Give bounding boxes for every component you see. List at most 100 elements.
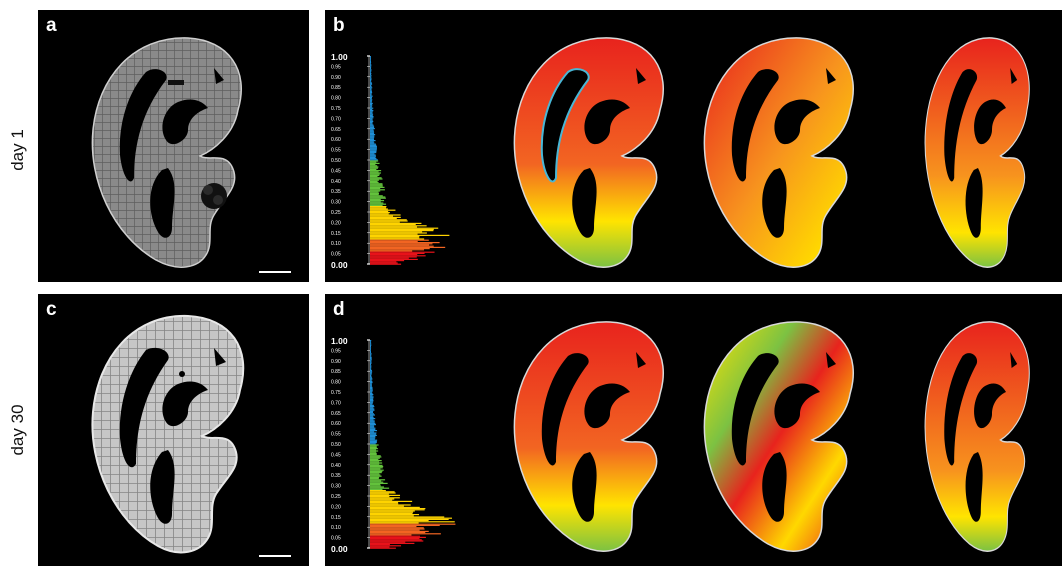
histogram-bin bbox=[370, 237, 420, 239]
histogram-bin bbox=[370, 188, 381, 190]
histogram-bin bbox=[370, 438, 375, 440]
histogram-bin bbox=[370, 385, 372, 387]
panel-a: a bbox=[38, 10, 309, 282]
histogram-bin bbox=[370, 398, 374, 400]
histogram-bin bbox=[370, 186, 385, 188]
histogram-bin bbox=[370, 204, 383, 206]
histogram-bin bbox=[370, 533, 441, 535]
histogram-bin bbox=[370, 346, 371, 348]
histogram-bin bbox=[370, 164, 376, 166]
histogram-bin bbox=[370, 203, 387, 205]
histogram-bin bbox=[370, 481, 384, 483]
histogram-bin bbox=[370, 390, 373, 392]
histogram-tick-label: 0.55 bbox=[331, 148, 341, 154]
histogram-bin bbox=[370, 526, 417, 528]
histogram-bin bbox=[370, 233, 418, 235]
histogram-bin bbox=[370, 232, 427, 234]
histogram-bin bbox=[370, 426, 375, 428]
histogram-tick-label: 0.20 bbox=[331, 220, 341, 226]
histogram-bin bbox=[370, 400, 374, 402]
panel-b: 1.00 0.95 0.90 0.85 0.80 0.75 0.70 0.65 0.60 0.55… bbox=[325, 10, 1062, 282]
histogram-bin bbox=[370, 358, 372, 360]
histogram-bin bbox=[370, 546, 390, 548]
histogram-bin bbox=[370, 184, 383, 186]
histogram-tick-label: 0.85 bbox=[331, 85, 341, 91]
histogram-bin bbox=[370, 517, 452, 519]
histogram-bin bbox=[370, 344, 372, 346]
histogram-bin bbox=[370, 131, 375, 133]
histogram-bin bbox=[370, 82, 373, 84]
panel-b-letter: b bbox=[333, 15, 345, 36]
panel-d-letter: d bbox=[333, 299, 345, 320]
histogram-bin bbox=[370, 544, 390, 546]
histogram-bin bbox=[370, 541, 406, 543]
histogram-bin bbox=[370, 341, 372, 343]
panel-c-letter: c bbox=[46, 299, 57, 320]
histogram-bin bbox=[370, 60, 372, 62]
histogram-bin bbox=[370, 486, 384, 488]
histogram-bin bbox=[370, 185, 383, 187]
histogram-bin bbox=[370, 392, 373, 394]
histogram-bin bbox=[370, 487, 390, 489]
histogram-bin bbox=[370, 100, 373, 102]
histogram-bin bbox=[370, 458, 379, 460]
histogram-bin bbox=[370, 227, 439, 229]
histogram-tick-label: 0.00 bbox=[331, 260, 348, 270]
histogram-tick-label: 0.25 bbox=[331, 210, 341, 216]
histogram-tick-label: 0.55 bbox=[331, 432, 341, 438]
row-label-day30-text: day 30 bbox=[8, 404, 27, 456]
histogram-bin bbox=[370, 521, 455, 523]
histogram-bin bbox=[370, 66, 372, 68]
histogram-bin bbox=[370, 499, 393, 501]
histogram-bin bbox=[370, 484, 381, 486]
histogram-d: 1.00 0.95 0.90 0.85 0.80 0.75 0.70 0.65 0.60 0.55… bbox=[331, 336, 456, 554]
heatmap-ear-2 bbox=[703, 37, 855, 268]
histogram-bin bbox=[370, 524, 440, 526]
histogram-bin bbox=[370, 255, 426, 257]
scale-bar-a bbox=[259, 271, 291, 273]
histogram-bin bbox=[370, 406, 375, 408]
histogram-bin bbox=[370, 250, 413, 252]
histogram-tick-label: 0.05 bbox=[331, 536, 341, 542]
histogram-bin bbox=[370, 263, 402, 265]
histogram-bin bbox=[370, 258, 418, 260]
histogram-bin bbox=[370, 196, 386, 198]
histogram-bin bbox=[370, 132, 375, 134]
histogram-bin bbox=[370, 254, 418, 256]
histogram-bin bbox=[370, 219, 407, 221]
histogram-bin bbox=[370, 102, 373, 104]
ear-outline-a bbox=[91, 37, 243, 268]
histogram-tick-label: 0.45 bbox=[331, 168, 341, 174]
histogram-bin bbox=[370, 359, 372, 361]
histogram-bin bbox=[370, 485, 381, 487]
histogram-bin bbox=[370, 156, 376, 158]
histogram-bin bbox=[370, 213, 389, 215]
histogram-bin bbox=[370, 386, 373, 388]
row-label-day1: day 1 bbox=[0, 80, 36, 220]
histogram-bin bbox=[370, 84, 372, 86]
row-label-day30: day 30 bbox=[0, 360, 36, 500]
histogram-bin bbox=[370, 238, 425, 240]
histogram-bin bbox=[370, 76, 372, 78]
histogram-bin bbox=[370, 178, 383, 180]
histogram-bin bbox=[370, 362, 372, 364]
histogram-bin bbox=[370, 154, 376, 156]
row-label-day1-text: day 1 bbox=[8, 129, 27, 171]
histogram-bin bbox=[370, 86, 372, 88]
histogram-bin bbox=[370, 416, 374, 418]
histogram-bin bbox=[370, 249, 425, 251]
histogram-tick-label: 1.00 bbox=[331, 52, 348, 62]
histogram-bin bbox=[370, 149, 377, 151]
histogram-bin bbox=[370, 404, 374, 406]
histogram-tick-label: 0.30 bbox=[331, 484, 341, 490]
histogram-bin bbox=[370, 194, 379, 196]
histogram-bin bbox=[370, 347, 372, 349]
histogram-bin bbox=[370, 141, 374, 143]
histogram-bin bbox=[370, 394, 374, 396]
histogram-bin bbox=[370, 439, 378, 441]
histogram-bin bbox=[370, 468, 381, 470]
histogram-bin bbox=[370, 498, 395, 500]
histogram-bin bbox=[370, 365, 372, 367]
histogram-bin bbox=[370, 442, 377, 444]
histogram-bin bbox=[370, 518, 449, 520]
